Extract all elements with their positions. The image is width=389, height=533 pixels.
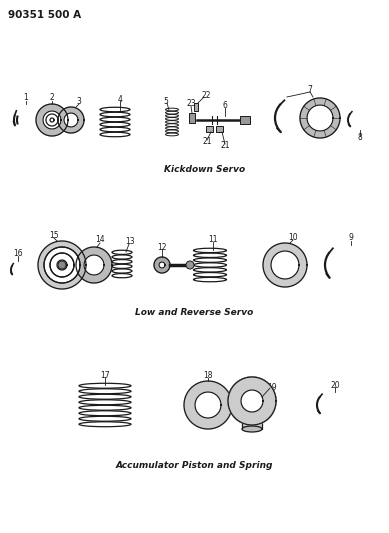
Text: 14: 14 xyxy=(95,236,105,245)
Bar xyxy=(189,113,195,123)
Polygon shape xyxy=(307,105,333,131)
Polygon shape xyxy=(154,257,170,273)
Text: 18: 18 xyxy=(203,370,213,379)
Polygon shape xyxy=(159,262,165,268)
Polygon shape xyxy=(44,247,80,283)
Circle shape xyxy=(58,261,66,269)
Polygon shape xyxy=(271,251,299,279)
Text: 9: 9 xyxy=(349,233,354,243)
Text: 16: 16 xyxy=(13,248,23,257)
Polygon shape xyxy=(50,253,74,277)
Text: 10: 10 xyxy=(288,232,298,241)
Text: 21: 21 xyxy=(220,141,230,150)
Text: 3: 3 xyxy=(77,98,81,107)
Polygon shape xyxy=(46,114,58,126)
Polygon shape xyxy=(38,241,86,289)
Text: 13: 13 xyxy=(125,238,135,246)
Text: 22: 22 xyxy=(201,92,211,101)
Polygon shape xyxy=(58,107,84,133)
Text: 19: 19 xyxy=(267,383,277,392)
Text: 2: 2 xyxy=(50,93,54,102)
Polygon shape xyxy=(228,377,276,425)
Text: 90351 500 A: 90351 500 A xyxy=(8,10,81,20)
Bar xyxy=(240,116,250,124)
Polygon shape xyxy=(184,381,232,429)
Bar xyxy=(194,103,198,111)
Text: Accumulator Piston and Spring: Accumulator Piston and Spring xyxy=(115,461,273,470)
Text: 6: 6 xyxy=(223,101,228,110)
Polygon shape xyxy=(241,390,263,412)
Text: 11: 11 xyxy=(208,236,218,245)
Polygon shape xyxy=(50,118,54,122)
Polygon shape xyxy=(84,255,104,275)
Polygon shape xyxy=(57,260,67,270)
Polygon shape xyxy=(195,392,221,418)
Text: 1: 1 xyxy=(24,93,28,102)
Circle shape xyxy=(186,261,194,269)
Text: 8: 8 xyxy=(357,133,363,142)
Polygon shape xyxy=(263,243,307,287)
Text: 17: 17 xyxy=(100,370,110,379)
Polygon shape xyxy=(44,247,80,283)
Bar xyxy=(242,401,262,429)
Polygon shape xyxy=(300,98,340,138)
Polygon shape xyxy=(76,247,112,283)
Polygon shape xyxy=(50,253,74,277)
Polygon shape xyxy=(64,113,78,127)
Text: Kickdown Servo: Kickdown Servo xyxy=(165,165,245,174)
Bar xyxy=(206,126,213,132)
Text: 7: 7 xyxy=(308,85,312,94)
Text: 23: 23 xyxy=(186,100,196,109)
Ellipse shape xyxy=(242,426,262,432)
Text: Low and Reverse Servo: Low and Reverse Servo xyxy=(135,308,253,317)
Text: 20: 20 xyxy=(330,381,340,390)
Bar xyxy=(216,126,223,132)
Polygon shape xyxy=(36,104,68,136)
Text: 4: 4 xyxy=(117,94,123,103)
Text: 21: 21 xyxy=(202,138,212,147)
Polygon shape xyxy=(228,377,276,425)
Text: 5: 5 xyxy=(163,96,168,106)
Text: 15: 15 xyxy=(49,230,59,239)
Polygon shape xyxy=(43,111,61,129)
Text: 12: 12 xyxy=(157,243,167,252)
